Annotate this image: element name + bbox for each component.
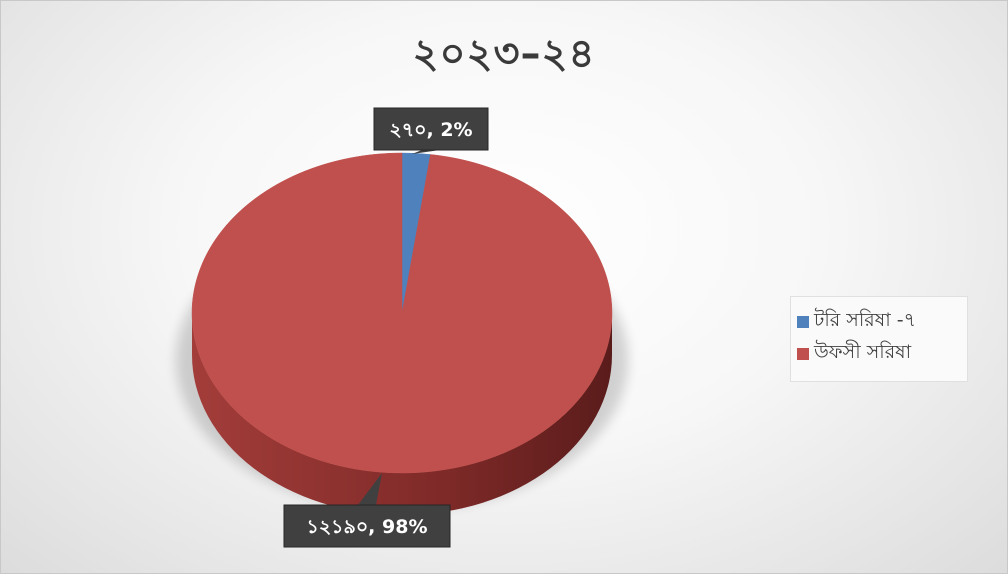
legend: টরি সরিষা -৭ উফসী সরিষা [790,296,968,382]
legend-item-tori-sarisha: টরি সরিষা -৭ [797,309,916,335]
pie-slice-1 [191,152,613,474]
chart-title: ২০২৩–২৪ [412,31,596,77]
legend-label: টরি সরিষা -৭ [814,309,916,331]
pie-side-wall [192,313,612,515]
legend-item-ufsi-sarisha: উফসী সরিষা [797,341,911,367]
data-label-pointer [358,473,382,505]
legend-swatch-blue [797,316,809,328]
legend-label: উফসী সরিষা [814,341,912,363]
legend-swatch-red [797,348,809,360]
data-label-text: ২৭০, 2% [389,119,472,141]
pie-side-group [192,313,612,515]
data-label-text: ১২১৯০, 98% [306,516,427,538]
data-label-pointer [412,150,440,154]
pie-top-group [191,152,613,474]
pie-label-group: ২৭০, 2% ১২১৯০, 98% [283,107,489,548]
data-label-0: ২৭০, 2% [373,107,489,154]
data-label-box [283,504,451,548]
data-label-1: ১২১৯০, 98% [283,473,451,548]
data-label-box [373,107,489,151]
